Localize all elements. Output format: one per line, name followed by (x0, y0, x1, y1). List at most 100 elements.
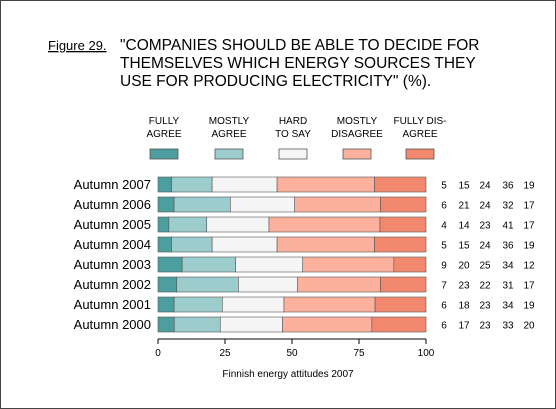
bar-segment-row3-series1 (157, 216, 170, 233)
category-label-3: Autumn 2005 (74, 217, 151, 232)
figure-label: Figure 29. (48, 38, 107, 53)
value-label-row8-series3: 23 (479, 321, 491, 332)
bar-segment-row5-series5 (393, 256, 427, 273)
value-label-row1-series1: 5 (441, 181, 447, 192)
bar-segment-row1-series1 (157, 176, 172, 193)
bar-segment-row6-series5 (380, 276, 427, 293)
bar-segment-row3-series4 (268, 216, 381, 233)
category-label-4: Autumn 2004 (74, 237, 151, 252)
value-label-row1-series4: 36 (502, 181, 514, 192)
legend-label-2-line-1: MOSTLY (209, 116, 250, 127)
bar-segment-row7-series4 (283, 296, 376, 313)
value-label-row6-series2: 23 (458, 281, 470, 292)
value-label-row6-series5: 17 (523, 281, 535, 292)
legend-swatch-1 (149, 148, 179, 160)
category-label-2: Autumn 2006 (74, 197, 151, 212)
legend-label-1-line-2: AGREE (146, 129, 181, 140)
x-axis-label: Finnish energy attitudes 2007 (222, 369, 354, 380)
value-label-row8-series4: 33 (502, 321, 514, 332)
x-tick-label-4: 75 (353, 348, 365, 359)
value-label-row3-series4: 41 (502, 221, 514, 232)
value-label-row5-series2: 20 (458, 261, 470, 272)
x-tick-label-3: 50 (286, 348, 298, 359)
bar-segment-row6-series2 (176, 276, 239, 293)
bar-segment-row4-series3 (211, 236, 278, 253)
legend-label-5-line-2: AGREE (402, 129, 437, 140)
category-label-7: Autumn 2001 (74, 297, 151, 312)
bar-segment-row7-series5 (374, 296, 427, 313)
bar-segment-row4-series5 (374, 236, 427, 253)
value-label-row4-series5: 19 (523, 241, 535, 252)
value-label-row4-series2: 15 (458, 241, 470, 252)
bar-segment-row8-series3 (219, 316, 283, 333)
legend-label-1-line-1: FULLY (149, 116, 180, 127)
value-label-row3-series3: 23 (479, 221, 491, 232)
value-label-row6-series1: 7 (441, 281, 447, 292)
bar-segment-row1-series4 (276, 176, 375, 193)
title-line-1: "COMPANIES SHOULD BE ABLE TO DECIDE FOR (120, 37, 480, 54)
bar-segment-row8-series4 (282, 316, 373, 333)
value-label-row7-series3: 23 (479, 301, 491, 312)
bar-segment-row3-series2 (168, 216, 208, 233)
value-label-row7-series2: 18 (458, 301, 470, 312)
bar-segment-row1-series2 (171, 176, 213, 193)
value-label-row5-series4: 34 (502, 261, 514, 272)
value-label-row5-series5: 12 (523, 261, 535, 272)
value-label-row8-series2: 17 (458, 321, 470, 332)
x-tick-label-1: 0 (155, 348, 161, 359)
x-tick-label-5: 100 (418, 348, 435, 359)
value-label-row3-series5: 17 (523, 221, 535, 232)
bar-segment-row8-series1 (157, 316, 175, 333)
bar-segment-row2-series2 (173, 196, 231, 213)
title-line-2: THEMSELVES WHICH ENERGY SOURCES THEY (120, 55, 476, 72)
title-line-3: USE FOR PRODUCING ELECTRICITY" (%). (120, 73, 431, 90)
category-label-5: Autumn 2003 (74, 257, 151, 272)
bar-segment-row5-series1 (157, 256, 183, 273)
value-label-row6-series4: 31 (502, 281, 514, 292)
legend-swatch-5 (405, 148, 435, 160)
legend-label-4-line-2: DISAGREE (331, 129, 383, 140)
legend-label-4-line-1: MOSTLY (337, 116, 378, 127)
x-tick-label-2: 25 (219, 348, 231, 359)
chart-title: "COMPANIES SHOULD BE ABLE TO DECIDE FOR … (120, 37, 480, 90)
legend-swatch-2 (214, 148, 244, 160)
legend-label-3-line-1: HARD (279, 116, 307, 127)
bar-segment-row1-series5 (374, 176, 427, 193)
value-label-row7-series5: 19 (523, 301, 535, 312)
bar-segment-row2-series1 (157, 196, 175, 213)
bar-segment-row5-series3 (235, 256, 304, 273)
legend-swatch-4 (342, 148, 372, 160)
bar-segment-row4-series2 (171, 236, 213, 253)
value-label-row4-series3: 24 (479, 241, 491, 252)
value-label-row3-series2: 14 (458, 221, 470, 232)
value-label-row5-series3: 25 (479, 261, 491, 272)
bar-segment-row2-series5 (380, 196, 427, 213)
value-label-row8-series1: 6 (441, 321, 447, 332)
legend-label-3-line-2: TO SAY (275, 129, 311, 140)
bar-segment-row7-series2 (173, 296, 223, 313)
legend-swatch-3 (278, 148, 308, 160)
value-label-row1-series5: 19 (523, 181, 535, 192)
legend-label-5-line-1: FULLY DIS- (394, 116, 447, 127)
bar-segment-row2-series4 (294, 196, 381, 213)
value-label-row1-series3: 24 (479, 181, 491, 192)
bar-segment-row6-series3 (238, 276, 298, 293)
bar-segment-row4-series4 (276, 236, 375, 253)
x-axis: 0 25 50 75 100 (155, 338, 435, 359)
value-label-row2-series2: 21 (458, 201, 470, 212)
value-label-row1-series2: 15 (458, 181, 470, 192)
category-label-1: Autumn 2007 (74, 177, 151, 192)
value-label-row5-series1: 9 (441, 261, 447, 272)
bar-segment-row5-series2 (181, 256, 237, 273)
bars (157, 176, 427, 333)
bar-segment-row1-series3 (211, 176, 278, 193)
bar-segment-row5-series4 (302, 256, 395, 273)
bar-segment-row6-series1 (157, 276, 178, 293)
value-label-row2-series3: 24 (479, 201, 491, 212)
value-label-row7-series1: 6 (441, 301, 447, 312)
value-label-row2-series5: 17 (523, 201, 535, 212)
category-label-6: Autumn 2002 (74, 277, 151, 292)
category-label-8: Autumn 2000 (74, 317, 151, 332)
